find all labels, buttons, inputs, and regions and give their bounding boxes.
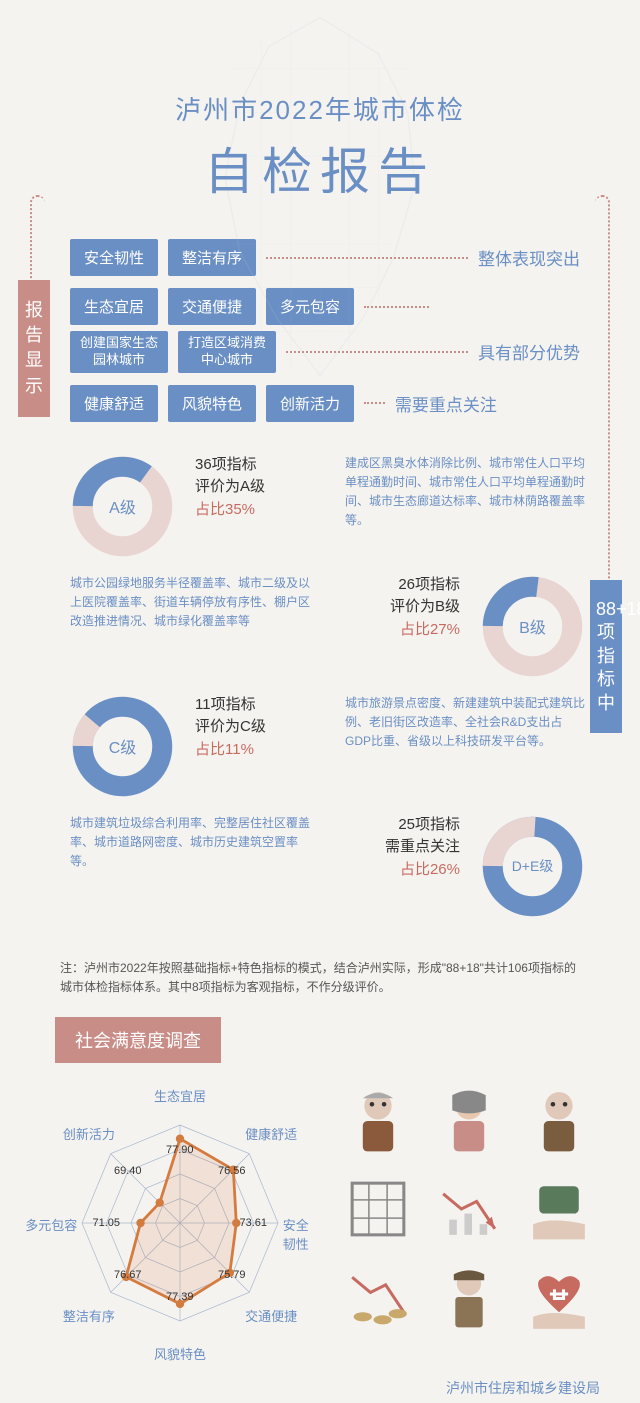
header: 泸州市2022年城市体检 自检报告 xyxy=(0,0,640,204)
elderly-man-icon xyxy=(521,1083,597,1159)
icons-grid xyxy=(340,1083,600,1335)
grade-pct: 占比27% xyxy=(390,619,460,642)
radar-axis-label: 创新活力 xyxy=(63,1124,115,1143)
dotted-line xyxy=(364,402,385,404)
side-label-left: 报告显示 xyxy=(18,280,50,417)
donut-label: D+E级 xyxy=(512,856,554,876)
category-box: 健康舒适 xyxy=(70,385,158,422)
donut-label: C级 xyxy=(109,734,137,758)
grade-eval: 需重点关注 xyxy=(385,836,460,859)
radar-axis-label: 健康舒适 xyxy=(245,1124,297,1143)
grade-count: 26项指标 xyxy=(390,574,460,597)
radar-axis-label: 整洁有序 xyxy=(63,1306,115,1325)
radar-axis-label: 生态宜居 xyxy=(154,1086,206,1105)
grade-desc: 建成区黑臭水体消除比例、城市常住人口平均单程通勤时间、城市常住人口平均单程通勤时… xyxy=(345,454,585,559)
declining-chart-icon xyxy=(431,1171,507,1247)
donut-chart-c: C级 xyxy=(70,694,175,799)
radar-axis-value: 75.79 xyxy=(218,1269,246,1281)
radar-axis-value: 71.05 xyxy=(93,1217,121,1229)
radar-axis-label: 多元包容 xyxy=(25,1215,77,1234)
radar-axis-value: 77.39 xyxy=(166,1291,194,1303)
grade-desc: 城市旅游景点密度、新建建筑中装配式建筑比例、老旧街区改造率、全社会R&D支出占G… xyxy=(345,694,585,799)
title-line1: 泸州市2022年城市体检 xyxy=(0,90,640,127)
survey-area: 生态宜居 77.90 健康舒适 76.56 安全韧性 73.61 交通便捷 75.79 风貌特色… xyxy=(0,1063,640,1373)
grade-desc: 城市公园绿地服务半径覆盖率、城市二级及以上医院覆盖率、街道车辆停放有序性、棚户区… xyxy=(70,574,310,679)
note-text: 注：泸州市2022年按照基础指标+特色指标的模式，结合泸州实际，形成"88+18… xyxy=(0,944,640,1012)
survey-title: 社会满意度调查 xyxy=(55,1017,221,1063)
title-line2: 自检报告 xyxy=(0,132,640,204)
grade-eval: 评价为A级 xyxy=(195,476,265,499)
category-result: 具有部分优势 xyxy=(478,339,580,364)
grades-section: A级 36项指标 评价为A级 占比35% 建成区黑臭水体消除比例、城市常住人口平… xyxy=(0,444,640,944)
donut-chart-a: A级 xyxy=(70,454,175,559)
radar-axis-label: 交通便捷 xyxy=(245,1306,297,1325)
grade-info: 11项指标 评价为C级 占比11% xyxy=(195,694,266,799)
category-box: 创建国家生态 园林城市 xyxy=(70,331,168,373)
radar-chart: 生态宜居 77.90 健康舒适 76.56 安全韧性 73.61 交通便捷 75.79 风貌特色… xyxy=(40,1083,320,1363)
radar-axis-value: 77.90 xyxy=(166,1144,194,1156)
grade-count: 25项指标 xyxy=(385,814,460,837)
radar-axis-value: 76.67 xyxy=(114,1269,142,1281)
grade-c-row: C级 11项指标 评价为C级 占比11% 城市旅游景点密度、新建建筑中装配式建筑… xyxy=(70,694,585,799)
radar-axis-value: 76.56 xyxy=(218,1165,246,1177)
heart-hands-icon xyxy=(521,1259,597,1335)
donut-label: B级 xyxy=(519,614,546,638)
hand-money-icon xyxy=(521,1171,597,1247)
grade-info: 25项指标 需重点关注 占比26% xyxy=(385,814,460,919)
radar-axis-value: 73.61 xyxy=(240,1217,268,1229)
category-result: 整体表现突出 xyxy=(478,245,580,270)
category-row: 健康舒适 风貌特色 创新活力 需要重点关注 xyxy=(70,385,580,422)
grade-pct: 占比35% xyxy=(195,499,265,522)
connector-line xyxy=(595,195,610,615)
footer-text: 泸州市住房和城乡建设局 xyxy=(0,1373,640,1403)
grade-count: 11项指标 xyxy=(195,694,266,717)
grade-desc: 城市建筑垃圾综合利用率、完整居住社区覆盖率、城市道路网密度、城市历史建筑空置率等… xyxy=(70,814,310,919)
grade-a-row: A级 36项指标 评价为A级 占比35% 建成区黑臭水体消除比例、城市常住人口平… xyxy=(70,454,585,559)
coins-icon xyxy=(340,1259,416,1335)
grade-d-row: 城市建筑垃圾综合利用率、完整居住社区覆盖率、城市道路网密度、城市历史建筑空置率等… xyxy=(70,814,585,919)
donut-label: A级 xyxy=(109,494,136,518)
grade-b-row: 城市公园绿地服务半径覆盖率、城市二级及以上医院覆盖率、街道车辆停放有序性、棚户区… xyxy=(70,574,585,679)
grade-eval: 评价为C级 xyxy=(195,716,266,739)
elderly-person-icon xyxy=(340,1083,416,1159)
side-label-right: 88+18项指标中 xyxy=(590,580,622,733)
grid-icon xyxy=(340,1171,416,1247)
donut-chart-d: D+E级 xyxy=(480,814,585,919)
radar-axis-value: 69.40 xyxy=(114,1165,142,1177)
grade-eval: 评价为B级 xyxy=(390,596,460,619)
worker-icon xyxy=(431,1259,507,1335)
elderly-woman-icon xyxy=(431,1083,507,1159)
grade-pct: 占比11% xyxy=(195,739,266,762)
category-box: 风貌特色 xyxy=(168,385,256,422)
radar-axis-label: 风貌特色 xyxy=(154,1344,206,1363)
category-box: 安全韧性 xyxy=(70,239,158,276)
grade-info: 36项指标 评价为A级 占比35% xyxy=(195,454,265,559)
grade-pct: 占比26% xyxy=(385,859,460,882)
donut-chart-b: B级 xyxy=(480,574,585,679)
category-box: 生态宜居 xyxy=(70,288,158,325)
grade-count: 36项指标 xyxy=(195,454,265,477)
category-result: 需要重点关注 xyxy=(395,391,497,416)
radar-axis-label: 安全韧性 xyxy=(283,1215,320,1253)
grade-info: 26项指标 评价为B级 占比27% xyxy=(390,574,460,679)
category-box: 创新活力 xyxy=(266,385,354,422)
